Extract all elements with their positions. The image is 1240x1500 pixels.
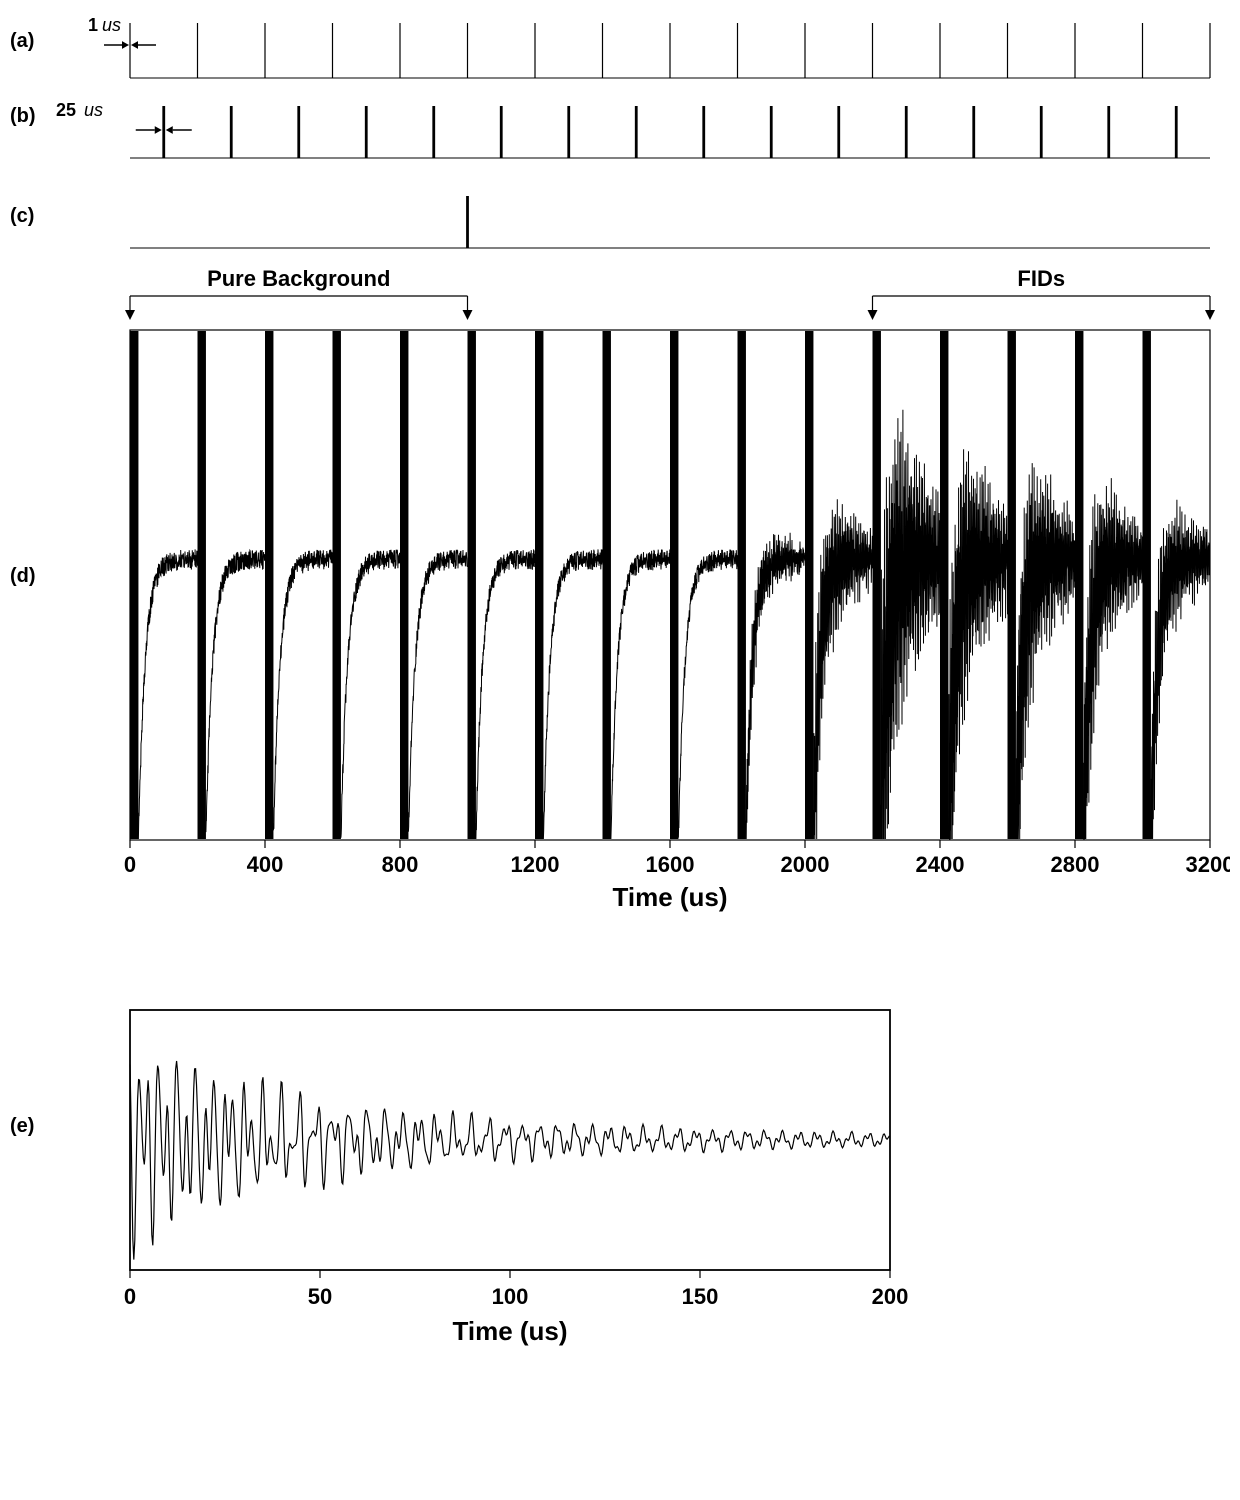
svg-text:1200: 1200 (511, 852, 560, 877)
svg-text:FIDs: FIDs (1017, 266, 1065, 291)
panel-a: (a) 1us (10, 10, 1230, 90)
svg-text:Time (us): Time (us) (612, 882, 727, 912)
svg-text:0: 0 (124, 852, 136, 877)
panel-d: (d) Pure BackgroundFIDs04008001200160020… (10, 260, 1230, 940)
svg-text:0: 0 (124, 1284, 136, 1309)
svg-text:2400: 2400 (916, 852, 965, 877)
svg-text:400: 400 (247, 852, 284, 877)
panel-d-svg: Pure Background FIDs 0 400 800 1200 1600 2000 24… (10, 260, 1230, 940)
svg-text:Time (us): Time (us) (452, 1316, 567, 1346)
svg-text:1600: 1600 (646, 852, 695, 877)
svg-text:2800: 2800 (1051, 852, 1100, 877)
svg-text:200: 200 (872, 1284, 909, 1309)
svg-text:Pure Background: Pure Background (207, 266, 390, 291)
panel-b: (b) 25us (10, 90, 1230, 165)
svg-text:150: 150 (682, 1284, 719, 1309)
svg-text:1: 1 (88, 15, 98, 35)
panel-e-svg: 0 50 100 150 200 Time (us) (10, 1000, 1230, 1380)
svg-text:3200: 3200 (1186, 852, 1230, 877)
svg-text:us: us (102, 15, 121, 35)
svg-text:50: 50 (308, 1284, 332, 1309)
panel-b-svg: 25 us (10, 100, 1230, 162)
figure-container: (a) 1us (b) 25us (c) (d) Pure Background… (10, 10, 1230, 1380)
panel-a-svg: 1us (10, 15, 1230, 85)
panel-e: (e) 050100150200Time (us) (10, 1000, 1230, 1380)
svg-text:25: 25 (56, 100, 76, 120)
svg-text:2000: 2000 (781, 852, 830, 877)
svg-text:100: 100 (492, 1284, 529, 1309)
panel-c: (c) (10, 165, 1230, 260)
svg-text:us: us (84, 100, 103, 120)
svg-text:800: 800 (382, 852, 419, 877)
panel-c-svg (10, 190, 1230, 252)
